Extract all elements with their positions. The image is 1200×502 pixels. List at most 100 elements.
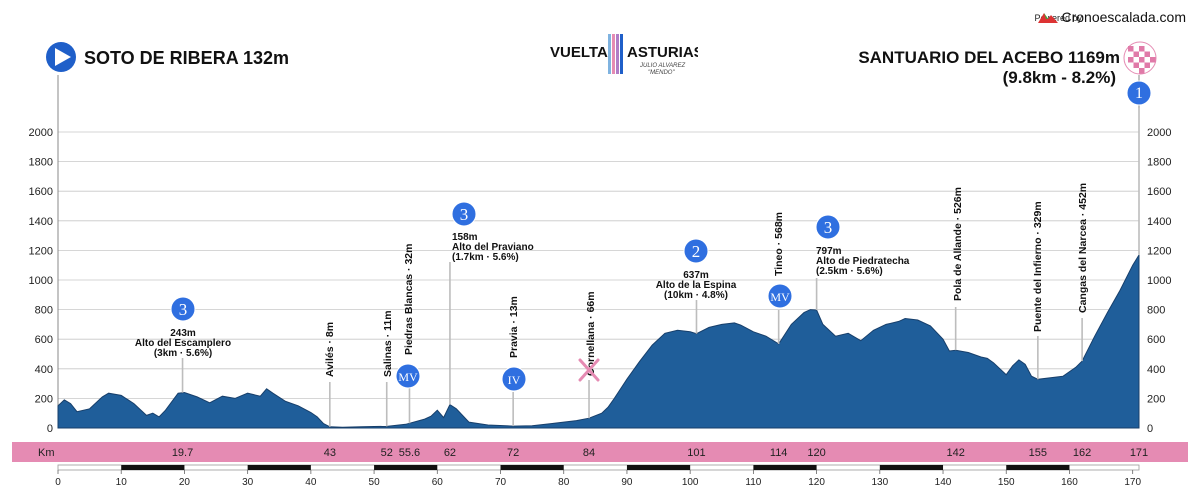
feed-zone-icon-knife: [578, 358, 600, 382]
y-tick-left: 400: [35, 364, 53, 376]
y-tick-left: 2000: [29, 127, 53, 139]
marker-badge: [1126, 80, 1152, 106]
y-tick-left: 1200: [29, 245, 53, 257]
category-badge: [683, 238, 709, 264]
category-number: 3: [460, 205, 469, 224]
y-tick-right: 200: [1147, 393, 1165, 405]
marker-label: MV: [398, 370, 418, 384]
x-tick-label: 160: [1061, 477, 1078, 488]
profile-area: [57, 253, 1140, 429]
y-tick-right: 1200: [1147, 245, 1171, 257]
y-tick-left: 1400: [29, 216, 53, 228]
town-label: Salinas · 11m: [382, 310, 394, 377]
flag-square: [1139, 57, 1145, 63]
climb-label: Alto de la Espina: [656, 280, 737, 291]
scale-segment: [753, 465, 817, 470]
km-mark: 62: [444, 447, 456, 459]
y-tick-right: 1000: [1147, 275, 1171, 287]
km-mark: 114: [770, 447, 788, 459]
town-label: Pravia · 13m: [508, 296, 520, 358]
x-tick-label: 60: [432, 477, 444, 488]
brand-logo[interactable]: Cronoescalada.com: [1037, 9, 1186, 25]
category-number: 3: [824, 218, 833, 237]
x-tick-label: 20: [179, 477, 191, 488]
y-tick-right: 400: [1147, 364, 1165, 376]
play-icon: [55, 48, 71, 66]
km-band: [12, 442, 1188, 462]
climb-label: Alto de Piedratecha: [816, 256, 910, 267]
climb-label: 243m: [170, 328, 196, 339]
km-mark: 171: [1130, 447, 1148, 459]
logo-sub-1: JULIO ALVAREZ: [639, 63, 685, 69]
marker-badge: [395, 363, 421, 389]
climb-label: (3km · 5.6%): [154, 348, 212, 359]
y-tick-right: 600: [1147, 334, 1165, 346]
x-tick-label: 70: [495, 477, 507, 488]
x-tick-label: 150: [998, 477, 1015, 488]
y-tick-right: 1400: [1147, 216, 1171, 228]
y-tick-right: 0: [1147, 423, 1153, 435]
town-label: Tineo · 568m: [773, 212, 785, 276]
flag-square: [1128, 46, 1134, 52]
climb-label: (1.7km · 5.6%): [452, 252, 519, 263]
x-tick-label: 0: [55, 477, 61, 488]
km-band-label: Km: [38, 447, 55, 459]
scale-segment: [121, 465, 185, 470]
x-tick-label: 100: [682, 477, 699, 488]
category-number: 3: [179, 300, 188, 319]
category-badge: [815, 214, 841, 240]
km-mark: 101: [687, 447, 705, 459]
y-tick-right: 1600: [1147, 186, 1171, 198]
x-tick-label: 170: [1124, 477, 1141, 488]
km-mark: 142: [946, 447, 964, 459]
km-mark: 120: [807, 447, 825, 459]
climb-label: Alto del Escamplero: [135, 338, 231, 349]
flag-square: [1128, 57, 1134, 63]
marker-label: MV: [770, 290, 790, 304]
climb-label: (10km · 4.8%): [664, 290, 728, 301]
y-tick-left: 1800: [29, 157, 53, 169]
finish-subtitle: (9.8km - 8.2%): [1003, 68, 1116, 87]
x-tick-label: 10: [116, 477, 128, 488]
flag-square: [1144, 62, 1150, 68]
marker-label: 1: [1135, 85, 1143, 102]
y-tick-right: 2000: [1147, 127, 1171, 139]
town-label: Pola de Allande · 526m: [952, 187, 964, 301]
marker-badge: [767, 283, 793, 309]
event-logo: VUELTA ASTURIAS JULIO ALVAREZ "MENDO": [548, 34, 704, 78]
brand-name: Cronoescalada.com: [1061, 9, 1186, 25]
km-mark: 155: [1029, 447, 1047, 459]
y-tick-left: 800: [35, 305, 53, 317]
climb-label: 637m: [683, 270, 709, 281]
scale-segment: [500, 465, 564, 470]
km-mark: 162: [1073, 447, 1091, 459]
marker-label: IV: [508, 373, 521, 387]
climb-label: 158m: [452, 232, 478, 243]
x-tick-label: 40: [305, 477, 317, 488]
x-tick-label: 80: [558, 477, 570, 488]
y-tick-left: 600: [35, 334, 53, 346]
logo-right-text: ASTURIAS: [627, 44, 698, 61]
x-tick-label: 140: [935, 477, 952, 488]
town-label: Puente del Infierno · 329m: [1032, 201, 1044, 332]
logo-sub-2: "MENDO": [648, 70, 675, 76]
town-label: Cangas del Narcea · 452m: [1077, 183, 1089, 313]
start-title: SOTO DE RIBERA 132m: [84, 48, 289, 68]
town-label: Cornellana · 66m: [585, 291, 597, 376]
scale-segment: [879, 465, 944, 470]
category-badge: [451, 201, 477, 227]
scale-bar: [57, 464, 1140, 471]
x-tick-label: 110: [745, 477, 761, 488]
x-tick-label: 90: [621, 477, 633, 488]
flag-square: [1133, 62, 1139, 68]
finish-title: SANTUARIO DEL ACEBO 1169m: [858, 48, 1120, 67]
town-label: Avilés · 8m: [324, 322, 336, 377]
category-badge: [170, 296, 196, 322]
mountain-icon: [1037, 13, 1058, 23]
km-mark: 19.7: [172, 447, 193, 459]
km-mark: 84: [583, 447, 595, 459]
km-mark: 43: [324, 447, 336, 459]
x-tick-label: 120: [808, 477, 825, 488]
